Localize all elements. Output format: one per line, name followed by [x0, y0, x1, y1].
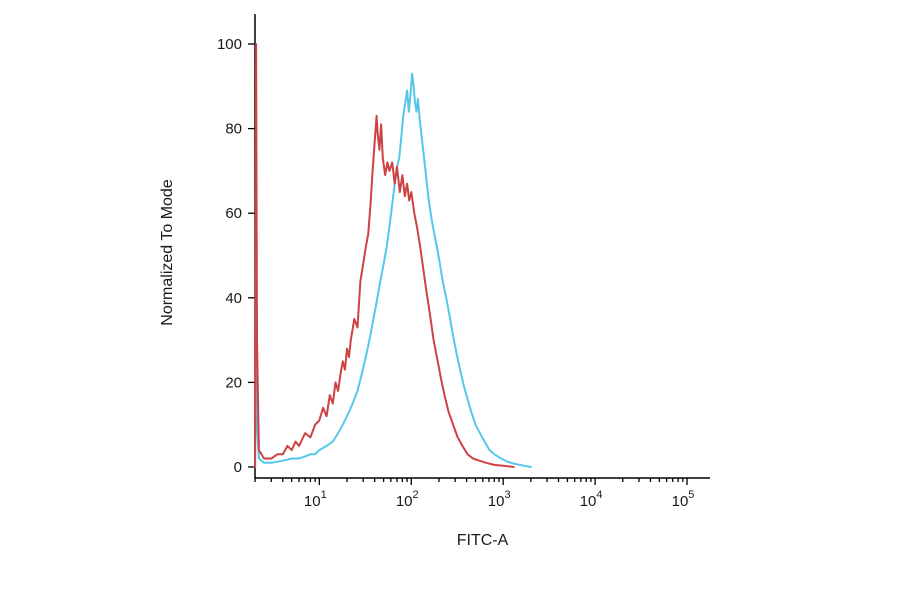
x-tick-labels: 101 102 103 104 105 — [304, 489, 694, 510]
y-tick-label: 0 — [234, 459, 242, 476]
x-tick-label: 104 — [580, 489, 603, 510]
x-tick-label: 103 — [488, 489, 511, 510]
y-tick-label: 100 — [217, 36, 242, 53]
y-ticks — [248, 43, 255, 468]
x-axis-label: FITC-A — [457, 532, 509, 549]
cyan-series-curve — [254, 72, 532, 468]
y-tick-label: 60 — [225, 205, 242, 222]
x-tick-label: 101 — [304, 489, 327, 510]
x-tick-label: 102 — [396, 489, 419, 510]
red-series-curve — [254, 43, 515, 468]
y-tick-label: 20 — [225, 374, 242, 391]
y-tick-label: 80 — [225, 121, 242, 138]
y-tick-labels: 0 20 40 60 80 100 — [217, 36, 242, 476]
y-tick-label: 40 — [225, 290, 242, 307]
x-tick-label: 105 — [672, 489, 695, 510]
x-ticks — [254, 478, 688, 485]
y-axis-label: Normalized To Mode — [159, 179, 176, 326]
